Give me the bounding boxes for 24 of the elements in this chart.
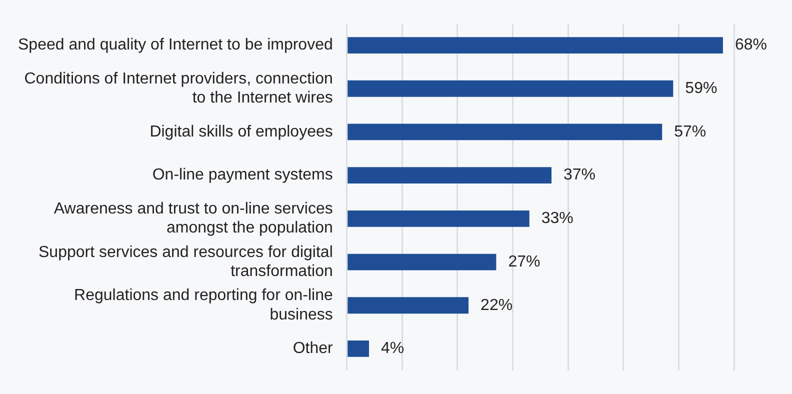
y-tick-label: Awareness and trust to on-line services amongst the population (54, 200, 333, 237)
data-label: 4% (380, 340, 404, 358)
bar (348, 80, 674, 97)
y-tick-label: Digital skills of employees (150, 123, 333, 140)
bar (348, 37, 723, 54)
bar (348, 167, 552, 184)
data-label: 59% (685, 80, 718, 98)
bar (348, 210, 530, 227)
y-tick-label: On-line payment systems (152, 166, 333, 184)
bar (348, 340, 369, 357)
y-tick-label: Conditions of Internet providers, connection to the Internet wires (24, 70, 333, 107)
bar (348, 254, 496, 270)
y-tick-label: Other (292, 340, 334, 358)
y-tick-label: Support services and resources for digital transformation (38, 244, 333, 280)
data-label: 68% (734, 36, 767, 54)
y-tick-label: Regulations and reporting for on-line business (74, 287, 333, 324)
data-label: 27% (508, 253, 540, 270)
data-label: 33% (541, 210, 574, 228)
data-label: 22% (480, 296, 513, 314)
bar (348, 297, 469, 314)
data-label: 57% (674, 123, 706, 140)
data-label: 37% (564, 166, 596, 184)
bar (348, 124, 662, 140)
y-tick-label: Speed and quality of Internet to be improved (18, 36, 333, 54)
